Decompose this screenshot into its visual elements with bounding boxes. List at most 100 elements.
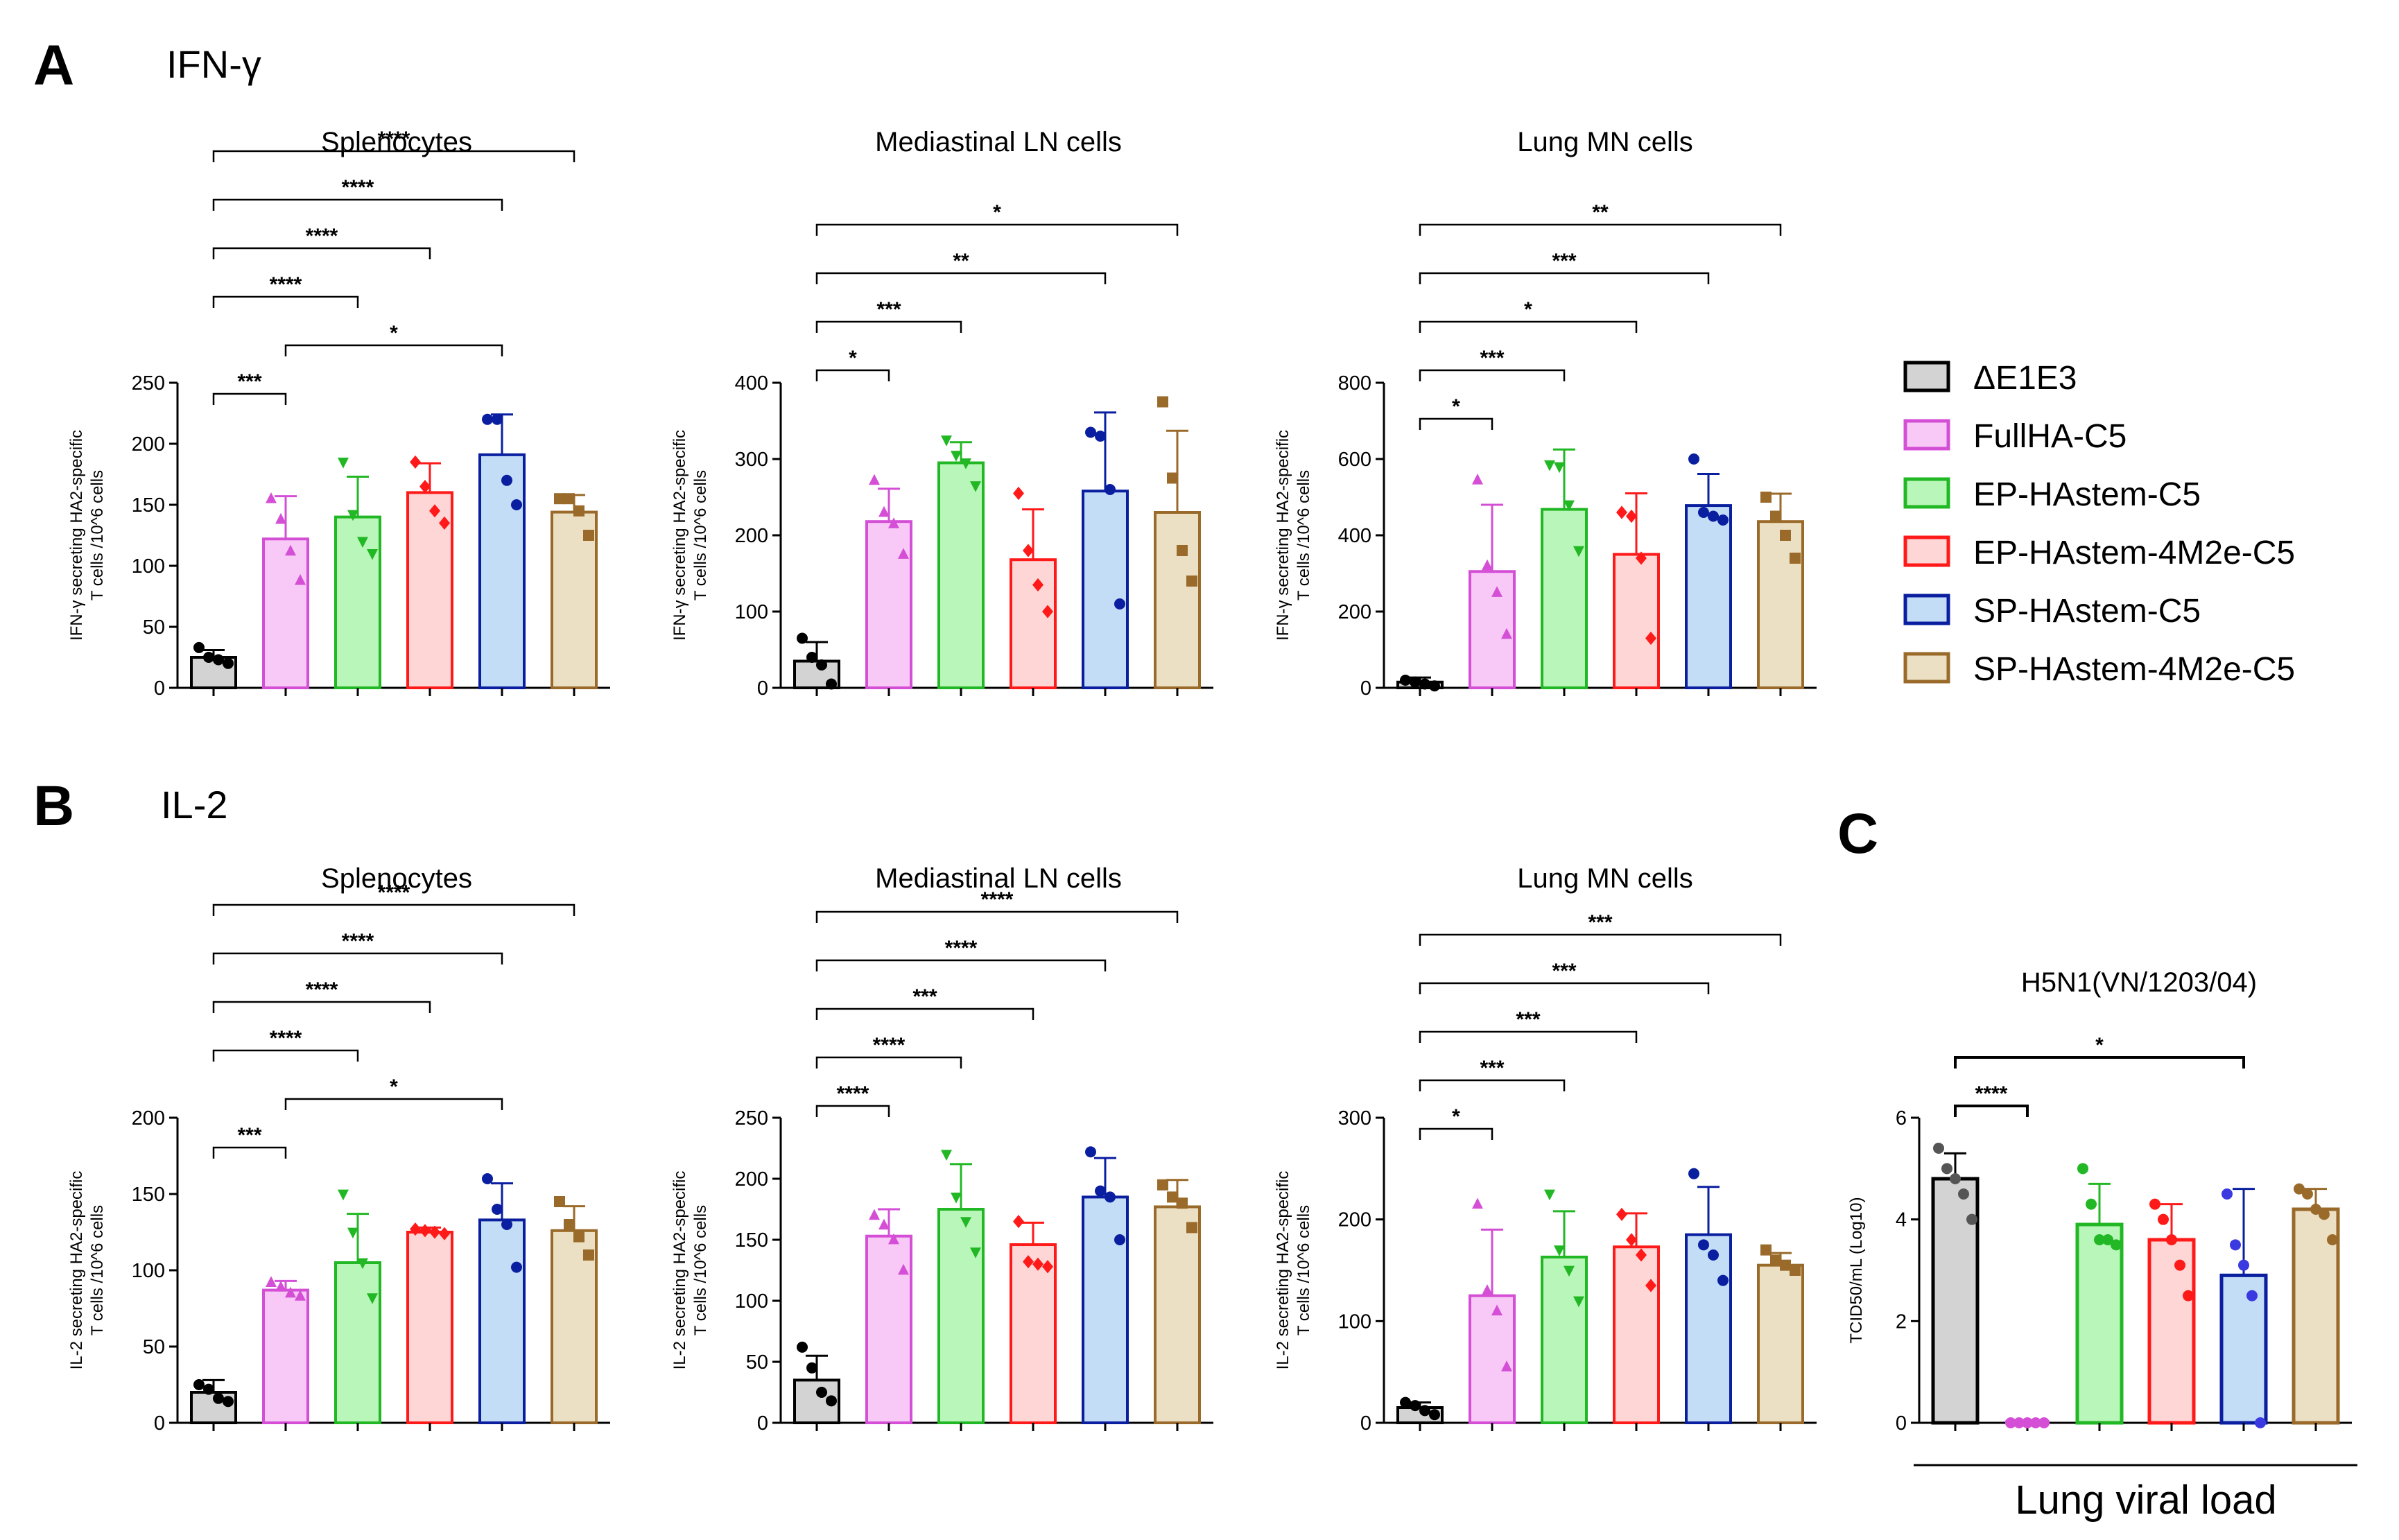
data-point <box>347 510 358 521</box>
legend-swatch <box>1903 477 1950 509</box>
data-point <box>1573 1296 1584 1308</box>
data-point <box>410 1222 421 1236</box>
data-point <box>1491 586 1502 597</box>
data-point <box>1095 1185 1106 1197</box>
y-axis-label-line: T cells /10^6 cells <box>88 1205 107 1335</box>
data-point <box>1564 500 1575 512</box>
chart-title: Lung MN cells <box>1517 863 1692 894</box>
bar <box>1469 1294 1516 1424</box>
bar <box>1082 490 1129 689</box>
data-point <box>1770 1254 1781 1266</box>
significance-label: **** <box>342 176 374 199</box>
bracket-line <box>815 272 1107 284</box>
data-point <box>419 1224 431 1238</box>
legend-label: EP-HAstem-4M2e-C5 <box>1973 535 2295 571</box>
panel-title-b: IL-2 <box>161 783 228 827</box>
significance-bracket: * <box>1419 1105 1493 1140</box>
y-tick-label: 4 <box>1896 1209 1907 1231</box>
chart-title: Mediastinal LN cells <box>875 127 1122 157</box>
significance-bracket: * <box>815 201 1179 236</box>
data-point <box>2302 1188 2313 1200</box>
data-point <box>1941 1163 1952 1175</box>
data-point <box>492 1204 503 1215</box>
y-tick-label: 400 <box>1338 525 1371 547</box>
data-point <box>2255 1417 2266 1428</box>
legend-label: FullHA-C5 <box>1973 418 2127 455</box>
data-point <box>501 1219 512 1230</box>
significance-bracket: **** <box>212 930 503 964</box>
bracket-line <box>1419 320 1638 333</box>
y-tick-label: 300 <box>1338 1107 1371 1130</box>
legend-label: SP-HAstem-C5 <box>1973 593 2201 630</box>
data-point <box>583 530 594 541</box>
data-point <box>1105 1191 1116 1203</box>
data-point <box>826 678 837 690</box>
data-point <box>869 474 880 485</box>
y-tick-label: 100 <box>132 555 165 578</box>
significance-bracket: **** <box>815 1034 962 1069</box>
legend-swatch <box>1903 419 1950 451</box>
data-point <box>429 1225 440 1239</box>
significance-label: *** <box>237 1124 261 1147</box>
bracket-line <box>815 369 890 381</box>
data-point <box>960 1217 971 1228</box>
y-axis-label-line: IL-2 secreting HA2-specific <box>67 1171 86 1370</box>
y-axis-label-line: T cells /10^6 cells <box>691 1205 710 1335</box>
data-point <box>1564 1265 1575 1277</box>
data-point <box>1780 1259 1791 1271</box>
y-axis-label: IL-2 secreting HA2-specific T cells /10^6… <box>67 1171 107 1370</box>
data-point <box>2038 1417 2050 1428</box>
data-point <box>1472 1197 1483 1209</box>
data-point <box>1626 509 1637 524</box>
data-point <box>295 1290 306 1301</box>
data-point <box>213 654 224 666</box>
data-point <box>419 480 431 494</box>
bar <box>1469 570 1516 689</box>
data-point <box>347 1227 358 1239</box>
significance-label: *** <box>1516 1008 1540 1031</box>
bar <box>406 1231 453 1424</box>
data-point <box>1186 576 1197 587</box>
significance-label: **** <box>873 1034 906 1057</box>
data-point <box>1042 1260 1053 1274</box>
significance-bracket: *** <box>1419 960 1710 994</box>
data-point <box>1429 680 1440 692</box>
data-point <box>564 493 575 505</box>
data-point <box>1410 1400 1421 1412</box>
data-point <box>1105 484 1116 495</box>
significance-bracket: *** <box>1419 1057 1566 1091</box>
significance-label: *** <box>1552 960 1576 983</box>
significance-bracket: * <box>1419 395 1493 430</box>
data-point <box>338 1189 349 1201</box>
panel-letter-b: B <box>33 775 74 838</box>
y-tick-label: 50 <box>143 1336 165 1358</box>
data-point <box>1636 551 1647 565</box>
data-point <box>1410 676 1421 688</box>
data-point <box>583 1249 594 1261</box>
bar <box>1613 553 1660 689</box>
data-point <box>1688 1168 1699 1179</box>
bracket-line <box>212 1049 359 1062</box>
significance-label: *** <box>1480 347 1504 370</box>
significance-label: **** <box>378 881 410 904</box>
bracket-line <box>815 910 1179 923</box>
data-point <box>951 451 962 462</box>
y-tick-label: 250 <box>735 1107 768 1130</box>
data-point <box>1472 474 1483 485</box>
data-point <box>2030 1417 2041 1428</box>
panel-title-a: IFN-γ <box>166 42 261 86</box>
y-axis-label: IL-2 secreting HA2-specific T cells /10^6… <box>670 1171 710 1370</box>
data-point <box>554 1196 565 1207</box>
data-point <box>1626 1233 1637 1247</box>
data-point <box>1482 559 1493 571</box>
data-point <box>2111 1239 2122 1251</box>
bar <box>551 1229 598 1425</box>
data-point <box>285 544 296 556</box>
data-point <box>1023 1255 1034 1269</box>
data-point <box>1114 1234 1125 1245</box>
data-point <box>357 1258 368 1270</box>
chart-a3: Lung MN cells 0 200 400 600 800 IFN-γ secretin… <box>1274 127 1817 700</box>
bracket-line <box>212 392 287 405</box>
significance-label: **** <box>342 930 374 953</box>
data-point <box>1501 1360 1512 1372</box>
